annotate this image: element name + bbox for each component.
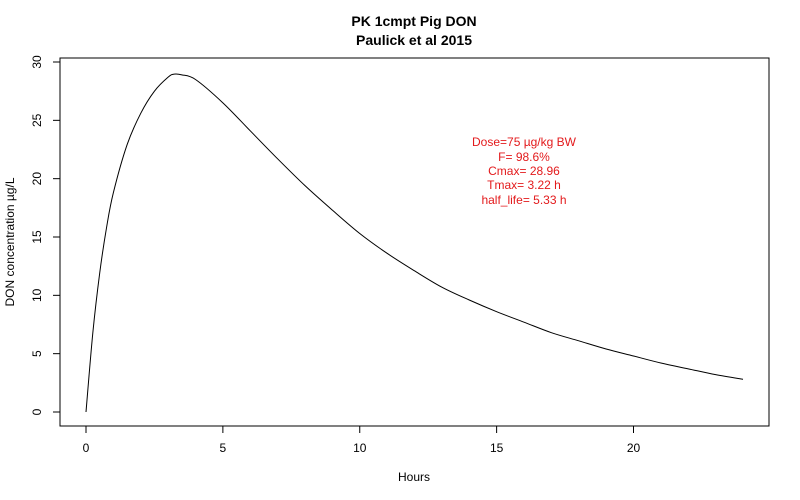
chart-title: PK 1cmpt Pig DON bbox=[351, 13, 476, 29]
y-tick-label: 30 bbox=[30, 55, 44, 69]
chart-subtitle: Paulick et al 2015 bbox=[356, 32, 472, 48]
annotation-tmax: Tmax= 3.22 h bbox=[487, 178, 561, 192]
annotation-half-life: half_life= 5.33 h bbox=[481, 193, 566, 207]
y-axis-label: DON concentration µg/L bbox=[3, 177, 17, 306]
x-tick-label: 20 bbox=[627, 441, 641, 455]
y-tick-label: 10 bbox=[30, 288, 44, 302]
y-tick-label: 20 bbox=[30, 172, 44, 186]
y-tick-label: 5 bbox=[30, 350, 44, 357]
annotation-bioavailability: F= 98.6% bbox=[498, 150, 550, 164]
annotation-dose: Dose=75 µg/kg BW bbox=[472, 135, 577, 149]
x-axis-label: Hours bbox=[398, 470, 430, 484]
y-axis: 0 5 10 15 20 25 30 bbox=[30, 55, 61, 415]
y-tick-label: 25 bbox=[30, 113, 44, 127]
x-tick-label: 15 bbox=[490, 441, 504, 455]
annotation-cmax: Cmax= 28.96 bbox=[488, 164, 560, 178]
y-tick-label: 0 bbox=[30, 408, 44, 415]
x-tick-label: 5 bbox=[220, 441, 227, 455]
concentration-curve bbox=[85, 73, 744, 413]
plot-area-border bbox=[59, 57, 770, 427]
x-tick-label: 0 bbox=[83, 441, 90, 455]
x-axis: 0 5 10 15 20 bbox=[83, 425, 641, 455]
y-tick-label: 15 bbox=[30, 230, 44, 244]
annotation-block: Dose=75 µg/kg BW F= 98.6% Cmax= 28.96 Tm… bbox=[472, 135, 577, 207]
x-tick-label: 10 bbox=[353, 441, 367, 455]
